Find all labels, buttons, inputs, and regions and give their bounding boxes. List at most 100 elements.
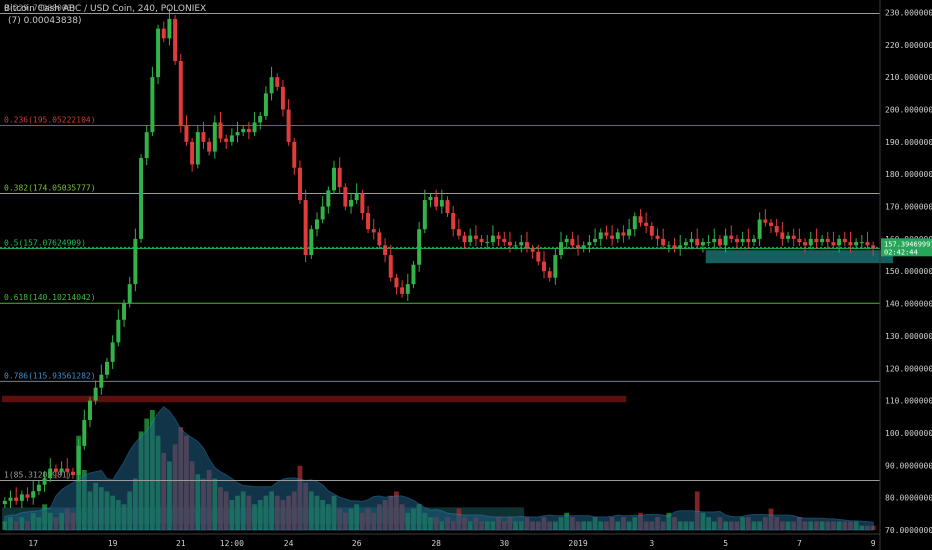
candle-body [388,255,393,278]
time-tick-label: 24 [284,539,294,548]
price-tick-label: 190.00000000 [885,138,932,147]
candle-body [195,132,200,165]
candle-body [190,141,195,165]
candle-body [326,190,331,207]
candle-body [780,232,785,239]
candle-body [241,128,246,133]
price-tick-label: 130.00000000 [885,332,932,341]
candle-body [564,238,569,243]
time-tick-label: 28 [431,539,441,548]
candle-body [280,86,285,110]
candle-body [212,122,217,152]
candle-body [59,468,64,472]
candle-body [269,77,274,94]
candle-body [439,200,444,207]
candle-body [859,242,864,244]
candle-body [48,468,53,479]
candle-body [507,242,512,246]
candles-layer [2,8,876,509]
candle-body [87,400,92,421]
candle-body [224,138,229,142]
candle-body [76,445,81,476]
candle-body [513,245,518,247]
candle-body [820,238,825,243]
candle-body [31,491,36,498]
candle-body [178,60,183,126]
candle-body [218,122,223,139]
candle-body [93,387,98,401]
candle-body [559,242,564,256]
candle-body [683,242,688,246]
candle-body [621,232,626,236]
candle-body [303,200,308,256]
candle-body [275,77,280,87]
candle-body [422,200,427,230]
candle-body [598,232,603,239]
candle-body [666,245,671,247]
candle-body [632,216,637,230]
candle-body [286,109,291,142]
candle-body [320,206,325,220]
time-tick-label: 9 [871,539,876,548]
price-tick-label: 140.00000000 [885,300,932,309]
current-price-badge [881,238,932,257]
chart-subtitle: (7) 0.00043838) [8,16,82,26]
candle-body [797,238,802,243]
candle-body [127,284,132,304]
price-tick-label: 150.00000000 [885,267,932,276]
support-zone [705,250,894,264]
candle-body [763,219,768,223]
time-tick-label: 2019 [568,539,587,548]
candle-body [593,238,598,243]
candle-body [42,478,47,485]
fib-level-label: 0(229.70000000) [4,3,76,12]
volume-layer [2,406,876,531]
price-axis[interactable]: 70.00000000 80.00000000 90.00000000 100.000… [879,0,932,550]
candle-body [604,232,609,236]
time-axis[interactable]: 17 19 21 12:00 24 26 28 30 2019 3 5 7 9 [0,533,880,548]
candle-body [8,497,13,501]
candle-body [791,235,796,239]
candle-body [405,284,410,294]
candle-body [99,374,104,388]
candle-body [417,229,422,265]
candle-body [144,132,149,159]
time-tick-label: 21 [176,539,186,548]
candle-body [161,28,166,39]
candle-body [842,238,847,243]
candle-body [133,238,138,285]
candle-body [394,277,399,288]
candle-body [825,238,830,243]
candle-body [36,484,41,492]
candle-body [814,238,819,243]
candle-body [553,255,558,278]
candle-body [70,471,75,476]
candle-body [105,361,109,375]
chart-title: Bitcoin Cash ABC / USD Coin, 240, POLONI… [4,4,207,14]
candle-body [360,193,365,214]
candle-body [496,235,501,239]
time-tick-label: 30 [499,539,509,548]
candle-body [786,235,791,239]
time-tick-label: 26 [352,539,362,548]
candle-body [547,271,552,278]
candle-body [803,242,808,246]
candle-body [235,132,240,136]
fib-layer[interactable]: 1(85.31205981) 0.786(115.93561282) 0.618(1… [0,3,880,481]
candle-body [82,420,87,446]
candle-body [252,122,257,133]
time-tick-label: 17 [28,539,38,548]
candle-body [473,235,478,239]
candle-body [411,264,416,285]
candle-body [377,232,382,246]
fib-level-label: 0.786(115.93561282) [4,371,96,380]
price-tick-label: 210.00000000 [885,73,932,82]
candle-body [445,200,450,214]
candle-body [462,235,467,243]
candle-body [65,468,70,472]
candle-body [746,238,751,243]
candle-body [502,238,507,243]
candle-body [263,93,268,116]
time-tick-label: 5 [723,539,728,548]
